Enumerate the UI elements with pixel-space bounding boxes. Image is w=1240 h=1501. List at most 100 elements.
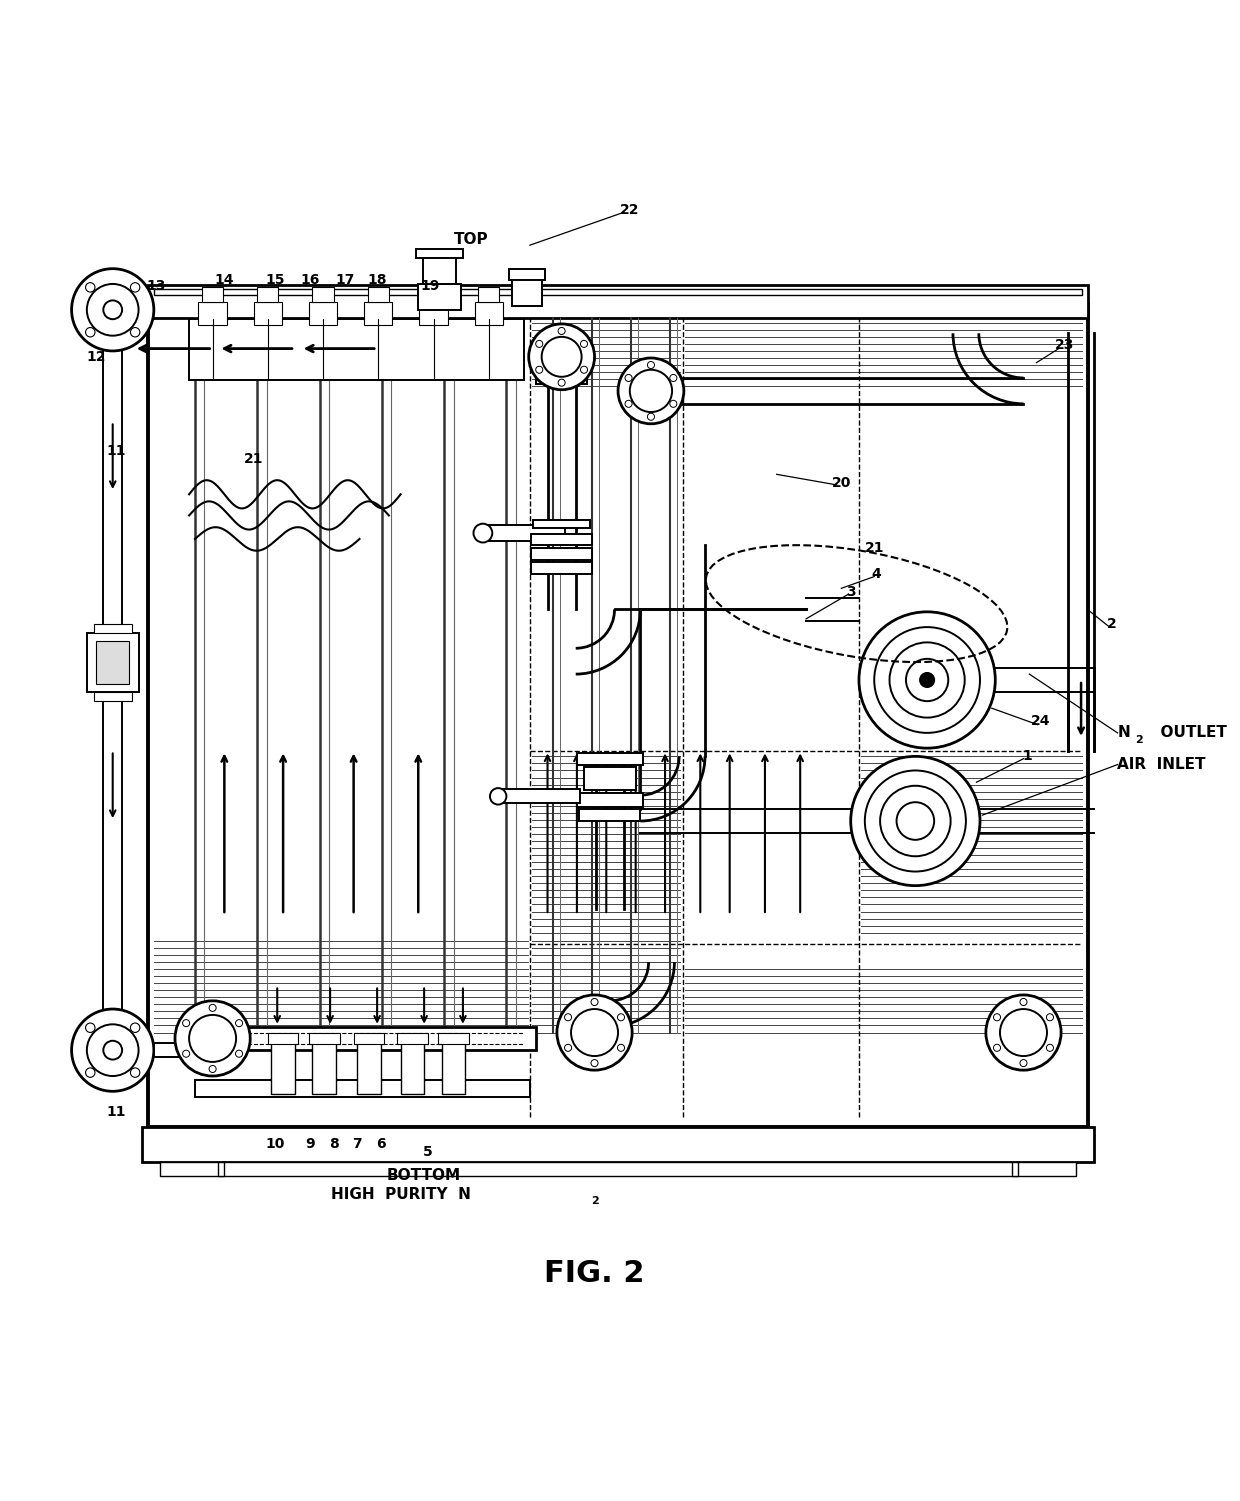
Bar [531,548,593,560]
Circle shape [906,659,949,701]
Circle shape [87,284,139,336]
Bar [309,1033,340,1045]
Text: N: N [1117,725,1130,740]
Text: 3: 3 [846,585,856,599]
Text: 15: 15 [265,273,285,287]
Circle shape [1021,998,1027,1006]
Text: 9: 9 [305,1138,315,1151]
Bar [533,521,590,528]
Circle shape [999,1009,1047,1057]
Text: 11: 11 [107,1105,126,1120]
Bar [419,302,448,326]
Text: 7: 7 [352,1138,362,1151]
Circle shape [130,327,140,336]
Bar [577,793,642,808]
Circle shape [1021,1060,1027,1067]
Bar [160,1162,1076,1175]
Bar [188,320,525,380]
Circle shape [647,413,655,420]
Text: 21: 21 [864,542,884,555]
Bar [143,1127,1094,1162]
Circle shape [490,788,506,805]
Bar [94,692,131,701]
Bar [531,534,593,545]
Text: HIGH  PURITY  N: HIGH PURITY N [331,1187,470,1202]
Bar [479,288,500,302]
Circle shape [889,642,965,717]
Bar [154,1043,212,1057]
Bar [423,288,444,302]
Bar [198,302,227,326]
Bar [97,641,129,683]
Bar [154,288,1083,294]
Circle shape [86,282,95,293]
Circle shape [572,1009,618,1057]
Circle shape [851,757,980,886]
Bar [536,369,588,384]
Text: 8: 8 [329,1138,339,1151]
Circle shape [1047,1013,1054,1021]
Bar [368,288,389,302]
Circle shape [236,1019,243,1027]
Bar [584,767,636,791]
Text: OUTLET: OUTLET [1151,725,1228,740]
Circle shape [175,1001,250,1076]
Circle shape [859,612,996,747]
Circle shape [86,1067,95,1078]
Text: 5: 5 [423,1145,433,1159]
Circle shape [542,336,582,377]
Text: 13: 13 [146,279,166,293]
Circle shape [618,359,683,423]
Text: 18: 18 [367,273,387,287]
Circle shape [986,995,1061,1070]
Bar [482,525,565,542]
Circle shape [72,269,154,351]
Circle shape [920,672,934,687]
Circle shape [564,1045,572,1051]
Bar [94,623,131,633]
Bar [148,285,1089,318]
Circle shape [87,1024,139,1076]
Bar [415,249,463,258]
Circle shape [536,366,543,374]
Bar [309,302,337,326]
Circle shape [182,1051,190,1057]
Bar [512,276,542,306]
Text: 17: 17 [336,273,355,287]
Circle shape [103,300,122,320]
Circle shape [880,785,951,856]
Circle shape [210,1066,216,1073]
Text: 16: 16 [300,273,320,287]
Bar [418,284,460,309]
Text: 20: 20 [832,476,851,489]
Text: TOP: TOP [454,231,489,246]
Circle shape [864,770,966,872]
Bar [212,1027,536,1051]
Text: BOTTOM: BOTTOM [387,1168,461,1183]
Circle shape [564,1013,572,1021]
Text: 23: 23 [1055,338,1074,353]
Circle shape [236,1051,243,1057]
Circle shape [591,1060,598,1067]
Circle shape [630,369,672,413]
Text: 10: 10 [265,1138,284,1151]
Text: 11: 11 [107,444,126,458]
Bar [87,633,139,692]
Bar [441,1039,465,1094]
Circle shape [103,1040,122,1060]
Bar [148,303,1089,1127]
Circle shape [130,1067,140,1078]
Bar [531,563,593,575]
Circle shape [558,380,565,386]
Circle shape [580,341,588,347]
Circle shape [897,802,934,841]
Bar [475,302,503,326]
Bar [438,1033,469,1045]
Bar [195,1079,529,1097]
Text: 19: 19 [420,279,440,293]
Circle shape [474,524,492,542]
Text: FIG. 2: FIG. 2 [544,1259,645,1288]
Bar [353,1033,384,1045]
Bar [397,1033,428,1045]
Circle shape [647,362,655,369]
